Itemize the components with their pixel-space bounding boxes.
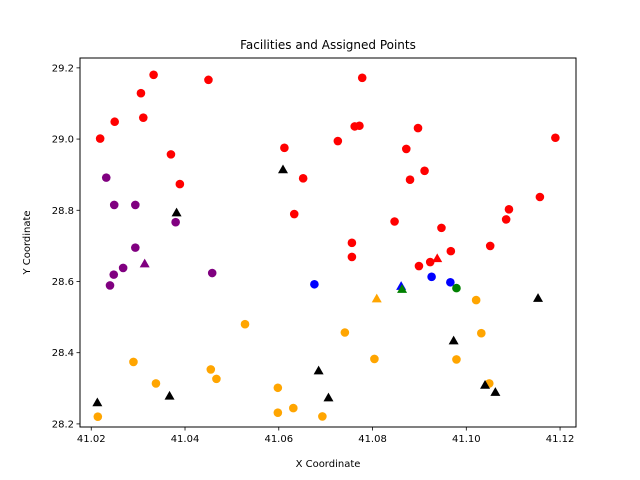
y-tick-label: 28.6 [52, 277, 74, 288]
circle-point [485, 241, 495, 251]
circle-point [166, 150, 176, 159]
circle-point [452, 355, 461, 364]
circle-point [101, 173, 111, 182]
circle-point [240, 319, 250, 329]
y-tick-label: 29.0 [52, 135, 74, 146]
circle-point [427, 272, 436, 282]
y-tick-label: 29.2 [52, 63, 74, 74]
circle-point [446, 246, 456, 256]
triangle-point [397, 284, 408, 293]
circle-point [175, 179, 185, 189]
circle-point [280, 143, 289, 153]
circle-point [206, 365, 216, 374]
triangle-point [490, 387, 501, 396]
triangle-point [533, 293, 544, 302]
circle-point [333, 136, 343, 146]
circle-point [171, 217, 180, 227]
circle-point [504, 204, 514, 214]
circle-point [289, 403, 298, 413]
triangle-point [171, 207, 182, 217]
circle-point [437, 223, 446, 233]
circle-point [446, 277, 455, 287]
y-axis: 28.2 28.4 28.6 28.8 29.0 29.2 [52, 63, 80, 430]
triangle-point [371, 293, 382, 303]
circle-point [471, 295, 481, 305]
circle-point [212, 374, 221, 384]
circle-point [129, 357, 138, 367]
circle-point [405, 175, 415, 184]
circle-point [298, 174, 308, 183]
circle-point [105, 281, 115, 290]
triangle-point [164, 390, 175, 400]
plot-frame [79, 57, 577, 428]
triangle-point [92, 397, 103, 407]
circle-point [131, 200, 140, 210]
circle-point [535, 192, 545, 202]
circle-point [95, 134, 105, 143]
circle-point [551, 133, 560, 143]
y-tick-label: 28.4 [52, 348, 74, 359]
circle-point [204, 75, 213, 85]
circle-point [136, 88, 146, 98]
plot-marks [92, 70, 560, 421]
circle-point [149, 70, 158, 80]
circle-point [452, 283, 461, 293]
circle-point [118, 263, 128, 273]
circle-point [420, 166, 429, 176]
circle-point [501, 215, 511, 224]
circle-point [318, 412, 327, 421]
circle-point [93, 412, 103, 421]
circle-point [477, 328, 486, 338]
circle-point [390, 217, 399, 226]
x-axis: 41.02 41.04 41.06 41.08 41.10 41.12 [77, 427, 574, 445]
triangle-point [139, 258, 150, 268]
x-tick-label: 41.06 [264, 434, 293, 445]
circle-point [273, 408, 283, 417]
circle-point [289, 209, 299, 219]
triangle-point [432, 253, 443, 263]
circle-point [340, 328, 350, 337]
x-tick-label: 41.10 [452, 434, 481, 445]
circle-point [357, 73, 367, 83]
circle-point [109, 270, 119, 279]
y-tick-label: 28.8 [52, 206, 74, 217]
circle-point [413, 123, 423, 133]
circle-point [370, 354, 379, 364]
y-axis-title: Y Coordinate [22, 210, 33, 275]
circle-point [310, 279, 319, 289]
y-tick-label: 28.2 [52, 419, 74, 430]
circle-point [207, 268, 217, 278]
circle-point [131, 243, 140, 252]
x-tick-label: 41.08 [358, 434, 387, 445]
x-axis-title: X Coordinate [296, 459, 361, 470]
circle-point [425, 257, 435, 267]
circle-point [347, 252, 357, 262]
triangle-point [313, 365, 324, 375]
triangle-point [323, 392, 334, 402]
triangle-point [480, 379, 491, 389]
triangle-point [448, 335, 459, 345]
circle-point [401, 144, 411, 154]
x-tick-label: 41.04 [171, 434, 200, 445]
circle-point [109, 200, 119, 210]
x-tick-label: 41.02 [77, 434, 106, 445]
chart-title: Facilities and Assigned Points [240, 38, 416, 52]
circle-point [414, 261, 424, 271]
circle-point [355, 121, 364, 131]
circle-point [347, 238, 357, 248]
circle-point [110, 117, 119, 127]
x-tick-label: 41.12 [546, 434, 575, 445]
circle-point [273, 383, 283, 393]
circle-point [151, 379, 161, 388]
triangle-point [277, 164, 288, 174]
circle-point [138, 113, 148, 122]
